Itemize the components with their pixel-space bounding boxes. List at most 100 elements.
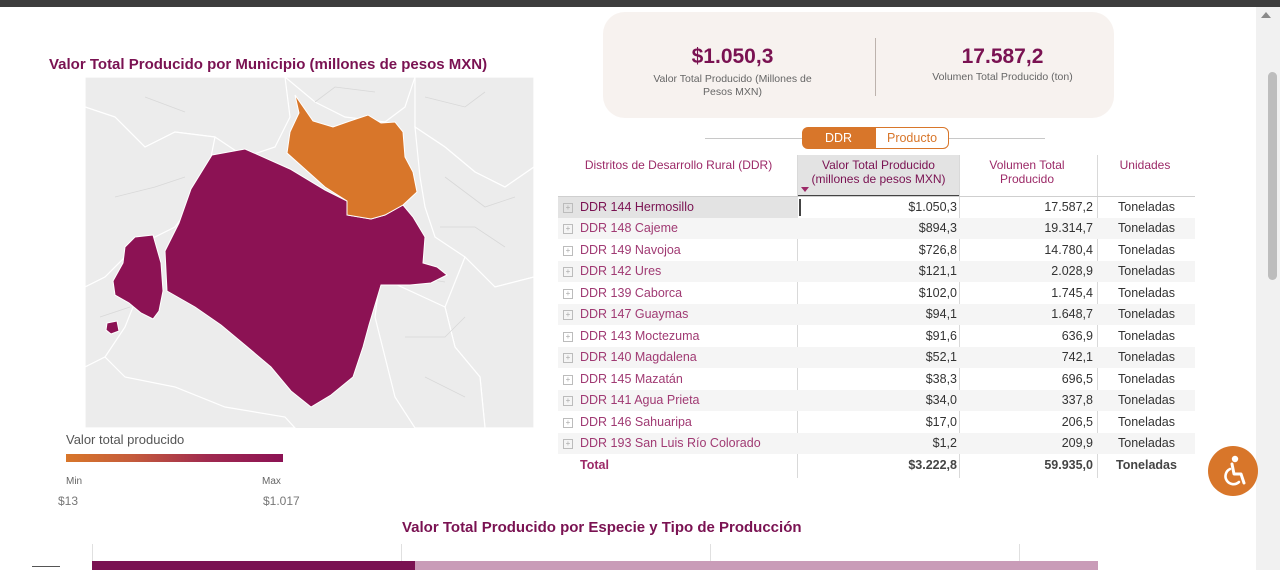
expand-plus-icon[interactable]: + bbox=[563, 439, 573, 449]
accessibility-button[interactable] bbox=[1208, 446, 1258, 496]
chart-gridline bbox=[401, 544, 402, 561]
expand-plus-icon[interactable]: + bbox=[563, 310, 573, 320]
toggle-line-left bbox=[705, 138, 802, 139]
ddr-valor: $38,3 bbox=[925, 372, 957, 386]
ddr-name[interactable]: DDR 141 Agua Prieta bbox=[580, 393, 700, 407]
kpi-total-value: $1.050,3 bbox=[691, 45, 774, 68]
ddr-unidades: Toneladas bbox=[1118, 307, 1175, 321]
header-valor-selected-bg bbox=[798, 155, 959, 195]
header-valor[interactable]: Valor Total Producido (millones de pesos… bbox=[811, 158, 946, 186]
expand-plus-icon[interactable]: + bbox=[563, 224, 573, 234]
ddr-volumen: 2.028,9 bbox=[1051, 264, 1093, 278]
ddr-unidades: Toneladas bbox=[1118, 200, 1175, 214]
ddr-name[interactable]: DDR 139 Caborca bbox=[580, 286, 683, 300]
expand-plus-icon[interactable]: + bbox=[563, 396, 573, 406]
table-row[interactable]: DDR 149 Navojoa + $726,8 14.780,4 Tonela… bbox=[558, 240, 1195, 261]
ddr-name[interactable]: DDR 144 Hermosillo bbox=[558, 197, 798, 218]
expand-plus-icon[interactable]: + bbox=[563, 203, 573, 213]
ddr-volumen: 636,9 bbox=[1061, 329, 1093, 343]
chart-gridline bbox=[1019, 544, 1020, 561]
header-ddr[interactable]: Distritos de Desarrollo Rural (DDR) bbox=[584, 158, 773, 172]
table-row[interactable]: DDR 143 Moctezuma + $91,6 636,9 Tonelada… bbox=[558, 326, 1195, 347]
toggle-ddr-button[interactable]: DDR bbox=[802, 127, 875, 149]
ddr-name[interactable]: DDR 142 Ures bbox=[580, 264, 662, 278]
toggle-line-right bbox=[947, 138, 1045, 139]
ddr-name[interactable]: DDR 140 Magdalena bbox=[580, 350, 697, 364]
map-title: Valor Total Producido por Municipio (mil… bbox=[49, 56, 488, 73]
total-volumen: 59.935,0 bbox=[1044, 458, 1093, 472]
map-region-island[interactable] bbox=[112, 234, 164, 320]
header-volumen[interactable]: Volumen Total Producido bbox=[989, 158, 1065, 186]
ddr-unidades: Toneladas bbox=[1118, 436, 1175, 450]
table-row[interactable]: DDR 140 Magdalena + $52,1 742,1 Tonelada… bbox=[558, 347, 1195, 368]
expand-plus-icon[interactable]: + bbox=[563, 353, 573, 363]
selected-row-indicator bbox=[799, 199, 801, 216]
species-bar-segment-1[interactable] bbox=[92, 561, 415, 570]
expand-plus-icon[interactable]: + bbox=[563, 246, 573, 256]
kpi-total-volume-label: Volumen Total Producido (ton) bbox=[932, 71, 1073, 83]
table-row[interactable]: DDR 146 Sahuaripa + $17,0 206,5 Tonelada… bbox=[558, 412, 1195, 433]
expand-plus-icon[interactable]: + bbox=[563, 267, 573, 277]
table-row[interactable]: DDR 141 Agua Prieta + $34,0 337,8 Tonela… bbox=[558, 390, 1195, 411]
ddr-name[interactable]: DDR 193 San Luis Río Colorado bbox=[580, 436, 761, 450]
legend-min-label: Min bbox=[66, 476, 83, 487]
expand-plus-icon[interactable]: + bbox=[563, 375, 573, 385]
expand-plus-icon[interactable]: + bbox=[563, 418, 573, 428]
ddr-volumen: 209,9 bbox=[1061, 436, 1093, 450]
ddr-unidades: Toneladas bbox=[1118, 221, 1175, 235]
table-row[interactable]: DDR 147 Guaymas + $94,1 1.648,7 Tonelada… bbox=[558, 304, 1195, 325]
map-base-regions bbox=[85, 77, 534, 428]
ddr-valor: $91,6 bbox=[925, 329, 957, 343]
map-region-ures[interactable] bbox=[286, 94, 418, 220]
ddr-name[interactable]: DDR 149 Navojoa bbox=[580, 243, 681, 257]
map-region-islet[interactable] bbox=[105, 320, 120, 335]
kpi-total-value-label: Valor Total Producido (Millones de Pesos… bbox=[653, 73, 812, 98]
ddr-name[interactable]: DDR 148 Cajeme bbox=[580, 221, 678, 235]
table-row[interactable]: DDR 139 Caborca + $102,0 1.745,4 Tonelad… bbox=[558, 283, 1195, 304]
table-row[interactable]: DDR 148 Cajeme + $894,3 19.314,7 Tonelad… bbox=[558, 218, 1195, 239]
ddr-volumen: 14.780,4 bbox=[1044, 243, 1093, 257]
map-svg[interactable] bbox=[85, 77, 534, 428]
sort-desc-icon[interactable] bbox=[801, 187, 809, 192]
table-row[interactable]: DDR 145 Mazatán + $38,3 696,5 Toneladas bbox=[558, 369, 1195, 390]
header-valor-underline bbox=[798, 195, 959, 196]
chart-gridline bbox=[92, 544, 93, 561]
ddr-volumen: 19.314,7 bbox=[1044, 221, 1093, 235]
ddr-name[interactable]: DDR 146 Sahuaripa bbox=[580, 415, 692, 429]
total-valor: $3.222,8 bbox=[908, 458, 957, 472]
ddr-name[interactable]: DDR 143 Moctezuma bbox=[580, 329, 700, 343]
ddr-unidades: Toneladas bbox=[1118, 264, 1175, 278]
table-row[interactable]: DDR 193 San Luis Río Colorado + $1,2 209… bbox=[558, 433, 1195, 454]
table-row[interactable]: DDR 142 Ures + $121,1 2.028,9 Toneladas bbox=[558, 261, 1195, 282]
table-row[interactable]: DDR 144 Hermosillo + $1.050,3 17.587,2 T… bbox=[558, 197, 1195, 218]
ddr-name[interactable]: DDR 145 Mazatán bbox=[580, 372, 683, 386]
expand-plus-icon[interactable]: + bbox=[563, 332, 573, 342]
table-total-row: Total $3.222,8 59.935,0 Toneladas bbox=[558, 455, 1195, 476]
ddr-unidades: Toneladas bbox=[1118, 350, 1175, 364]
ddr-name[interactable]: DDR 147 Guaymas bbox=[580, 307, 689, 321]
toggle-producto-button[interactable]: Producto bbox=[875, 127, 949, 149]
ddr-valor: $34,0 bbox=[925, 393, 957, 407]
kpi-total-volume: 17.587,2 bbox=[961, 45, 1044, 68]
kpi-divider bbox=[875, 38, 876, 96]
ddr-valor: $17,0 bbox=[925, 415, 957, 429]
ddr-valor: $94,1 bbox=[925, 307, 957, 321]
ddr-unidades: Toneladas bbox=[1118, 372, 1175, 386]
scrollbar-thumb[interactable] bbox=[1268, 72, 1277, 280]
expand-plus-icon[interactable]: + bbox=[563, 289, 573, 299]
scroll-up-icon[interactable] bbox=[1261, 12, 1271, 18]
legend-gradient-bar bbox=[66, 454, 283, 462]
ddr-volumen: 742,1 bbox=[1061, 350, 1093, 364]
ddr-volumen: 337,8 bbox=[1061, 393, 1093, 407]
ddr-unidades: Toneladas bbox=[1118, 286, 1175, 300]
municipality-map[interactable] bbox=[85, 77, 534, 428]
browser-top-bar bbox=[0, 0, 1280, 7]
legend-max-value: $1.017 bbox=[263, 494, 300, 508]
chart-axis-tick bbox=[32, 566, 60, 567]
species-chart-title: Valor Total Producido por Especie y Tipo… bbox=[402, 519, 802, 536]
chart-gridline bbox=[710, 544, 711, 561]
legend-min-value: $13 bbox=[58, 494, 79, 508]
species-bar-segment-2[interactable] bbox=[415, 561, 1098, 570]
header-unidades[interactable]: Unidades bbox=[1119, 158, 1171, 172]
ddr-unidades: Toneladas bbox=[1118, 415, 1175, 429]
